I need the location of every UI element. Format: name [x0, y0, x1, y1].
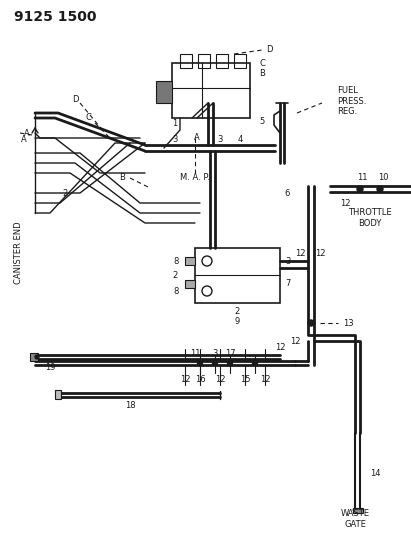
- Text: 14: 14: [370, 469, 381, 478]
- Bar: [172, 63, 250, 118]
- Text: 11: 11: [357, 174, 367, 182]
- Circle shape: [212, 360, 217, 366]
- Circle shape: [377, 186, 383, 192]
- Bar: [185, 280, 195, 288]
- Text: 3: 3: [212, 349, 218, 358]
- Circle shape: [198, 360, 203, 366]
- Text: 12: 12: [180, 375, 190, 384]
- Text: 5: 5: [259, 117, 265, 125]
- Circle shape: [308, 320, 314, 326]
- Text: 12: 12: [215, 375, 225, 384]
- Bar: [55, 390, 61, 399]
- Text: 12: 12: [315, 248, 325, 257]
- Text: 16: 16: [195, 375, 206, 384]
- Circle shape: [35, 355, 39, 359]
- Text: WASTE
GATE: WASTE GATE: [340, 510, 369, 529]
- Text: B: B: [119, 174, 125, 182]
- Text: THROTTLE
BODY: THROTTLE BODY: [348, 208, 392, 228]
- Text: A: A: [24, 128, 30, 138]
- Text: FUEL
PRESS.
REG.: FUEL PRESS. REG.: [337, 86, 366, 116]
- Text: 12: 12: [260, 375, 270, 384]
- Text: 19: 19: [45, 362, 55, 372]
- Text: 2: 2: [62, 189, 68, 198]
- Text: CANISTER END: CANISTER END: [14, 222, 23, 284]
- Text: B: B: [259, 69, 265, 77]
- Text: 9: 9: [235, 317, 240, 326]
- Text: 17: 17: [225, 349, 236, 358]
- Text: 3: 3: [217, 135, 223, 144]
- Text: A: A: [194, 133, 200, 142]
- Text: 1: 1: [172, 118, 177, 127]
- Text: 15: 15: [240, 375, 250, 384]
- Bar: [30, 353, 38, 361]
- Text: 4: 4: [238, 135, 242, 144]
- Text: 11: 11: [190, 349, 200, 358]
- Text: 2: 2: [172, 271, 178, 280]
- Bar: [234, 54, 246, 68]
- Bar: [198, 54, 210, 68]
- Circle shape: [252, 360, 258, 366]
- Text: D: D: [266, 45, 272, 54]
- Text: 9125 1500: 9125 1500: [14, 10, 97, 24]
- Text: 12: 12: [295, 248, 305, 257]
- Text: C: C: [85, 114, 91, 123]
- Bar: [195, 248, 280, 303]
- Text: 13: 13: [343, 319, 353, 327]
- Text: 12: 12: [340, 199, 350, 208]
- Text: 7: 7: [285, 279, 291, 287]
- Text: A: A: [21, 135, 27, 144]
- Text: 10: 10: [378, 174, 388, 182]
- Text: D: D: [72, 95, 78, 104]
- Text: 3: 3: [172, 135, 178, 144]
- Text: 8: 8: [173, 256, 179, 265]
- Text: 2: 2: [235, 306, 240, 316]
- Bar: [156, 81, 172, 103]
- Text: M. A. P.: M. A. P.: [180, 174, 210, 182]
- Text: 3: 3: [285, 256, 291, 265]
- Text: 8: 8: [173, 287, 179, 295]
- Text: C: C: [259, 59, 265, 68]
- Bar: [180, 54, 192, 68]
- Text: 18: 18: [125, 400, 135, 409]
- Circle shape: [228, 360, 233, 366]
- Bar: [216, 54, 228, 68]
- Text: 6: 6: [284, 189, 290, 198]
- Circle shape: [357, 186, 363, 192]
- Text: 12: 12: [275, 343, 285, 351]
- Bar: [353, 508, 363, 513]
- Text: 12: 12: [290, 336, 300, 345]
- Bar: [185, 257, 195, 265]
